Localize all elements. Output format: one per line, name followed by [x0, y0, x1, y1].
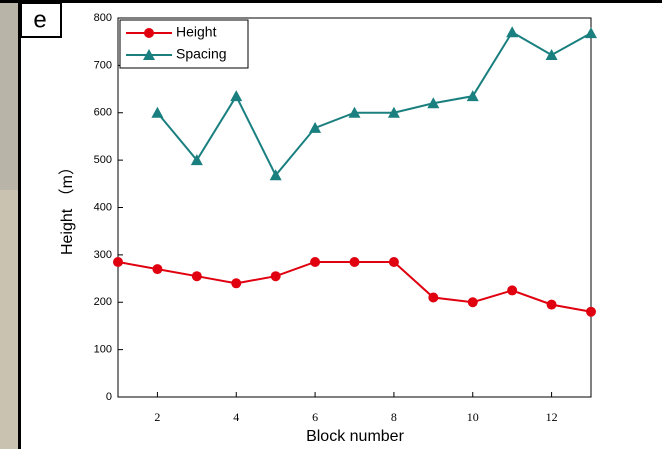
x-tick-label: 6 — [312, 410, 318, 424]
y-tick-label: 200 — [94, 296, 112, 308]
panel-label: e — [33, 6, 46, 33]
x-tick-label: 2 — [154, 410, 160, 424]
point — [468, 297, 478, 307]
x-axis-label: Block number — [306, 428, 404, 445]
plot-frame — [118, 18, 591, 397]
chart: e Block number Height （m） 0 100 200 300 400 5… — [0, 0, 662, 449]
point — [310, 257, 320, 267]
point — [467, 90, 479, 101]
point — [231, 278, 241, 288]
point — [506, 26, 518, 37]
neighbor-panel — [0, 190, 18, 449]
x-tick-label: 8 — [391, 410, 397, 424]
line — [118, 262, 591, 312]
point — [350, 257, 360, 267]
y-tick-label: 0 — [106, 391, 112, 403]
point — [230, 90, 242, 101]
y-tick-label: 700 — [94, 59, 112, 71]
y-tick-label: 600 — [94, 107, 112, 119]
point — [428, 293, 438, 303]
point — [113, 257, 123, 267]
point — [151, 107, 163, 118]
point — [585, 27, 597, 38]
point — [192, 271, 202, 281]
y-tick-label: 800 — [94, 12, 112, 24]
y-tick-label: 500 — [94, 154, 112, 166]
x-tick-label: 4 — [233, 410, 239, 424]
point — [389, 257, 399, 267]
point — [547, 300, 557, 310]
x-tick-label: 12 — [546, 410, 558, 424]
point — [152, 264, 162, 274]
point — [586, 307, 596, 317]
point — [271, 271, 281, 281]
y-tick-label: 100 — [94, 344, 112, 356]
legend-label: Height — [176, 24, 217, 40]
x-tick-label: 10 — [467, 410, 479, 424]
point — [507, 285, 517, 295]
point — [309, 122, 321, 133]
y-tick-label: 400 — [94, 201, 112, 213]
point — [546, 49, 558, 60]
legend-label: Spacing — [176, 46, 227, 62]
y-axis-label: Height （m） — [58, 159, 76, 255]
legend-marker — [144, 28, 154, 38]
y-tick-label: 300 — [94, 249, 112, 261]
